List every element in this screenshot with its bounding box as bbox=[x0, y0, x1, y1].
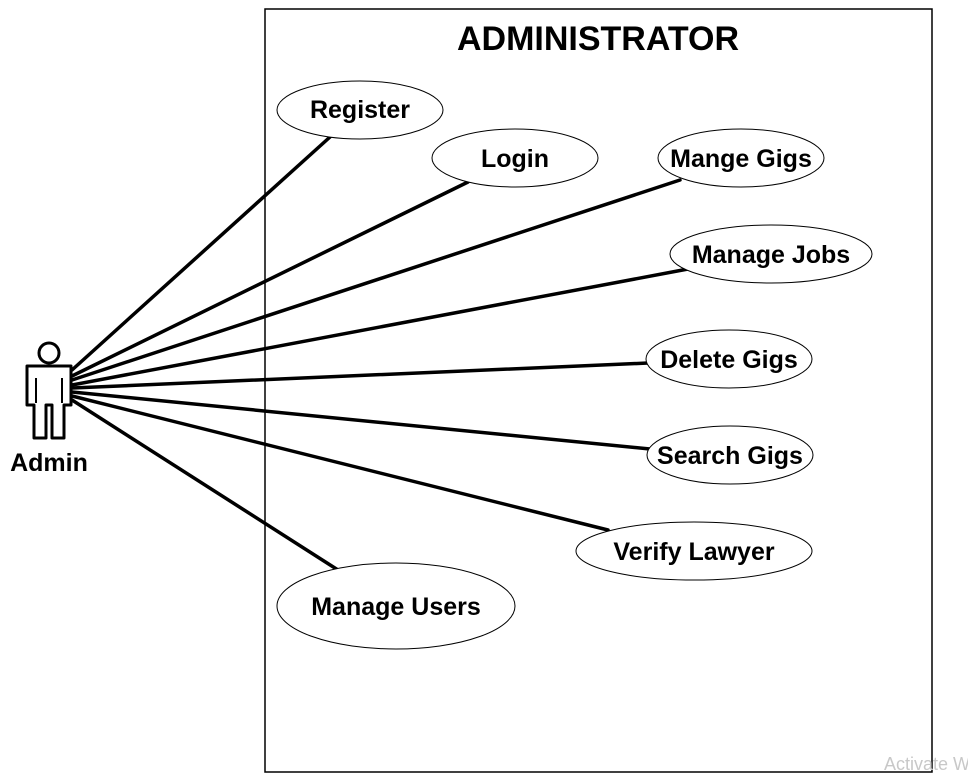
use-case-manage-users: Manage Users bbox=[276, 562, 516, 650]
association-manage-gigs bbox=[70, 178, 682, 382]
use-case-search-gigs-label: Search Gigs bbox=[657, 442, 803, 470]
watermark: Activate W bbox=[884, 754, 968, 774]
use-case-manage-jobs-label: Manage Jobs bbox=[692, 241, 850, 269]
actor-figure-icon bbox=[25, 341, 73, 440]
system-boundary bbox=[264, 8, 933, 773]
use-case-login-label: Login bbox=[481, 145, 549, 173]
actor-label: Admin bbox=[10, 449, 88, 477]
actor-head bbox=[37, 341, 61, 365]
use-case-manage-jobs: Manage Jobs bbox=[669, 224, 873, 284]
use-case-register-label: Register bbox=[310, 96, 410, 124]
use-case-delete-gigs: Delete Gigs bbox=[645, 329, 813, 389]
use-case-manage-gigs: Mange Gigs bbox=[657, 128, 825, 188]
actor-body bbox=[25, 364, 73, 440]
use-case-delete-gigs-label: Delete Gigs bbox=[660, 346, 798, 374]
use-case-search-gigs: Search Gigs bbox=[646, 425, 814, 485]
association-manage-users bbox=[70, 398, 340, 572]
use-case-verify-lawyer-label: Verify Lawyer bbox=[613, 538, 774, 566]
use-case-register: Register bbox=[276, 80, 444, 140]
association-register bbox=[70, 135, 332, 372]
association-verify-lawyer bbox=[70, 394, 610, 532]
association-manage-jobs bbox=[70, 267, 690, 387]
association-login bbox=[70, 180, 470, 378]
association-lines bbox=[70, 135, 690, 572]
association-delete-gigs bbox=[70, 361, 650, 390]
association-search-gigs bbox=[70, 390, 662, 452]
system-title: ADMINISTRATOR bbox=[457, 20, 739, 58]
use-case-login: Login bbox=[431, 128, 599, 188]
use-case-manage-gigs-label: Mange Gigs bbox=[670, 145, 812, 173]
use-case-verify-lawyer: Verify Lawyer bbox=[575, 521, 813, 581]
use-case-manage-users-label: Manage Users bbox=[311, 593, 481, 621]
